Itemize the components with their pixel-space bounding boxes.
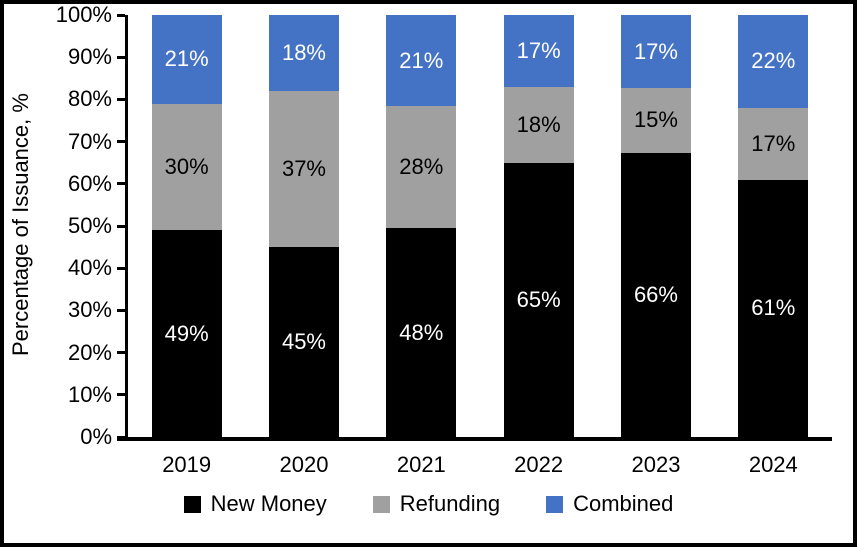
bar-segment-combined: 22% xyxy=(738,15,809,108)
y-tick-label: 100% xyxy=(55,2,112,27)
y-axis-tick-labels: 100% 90% 80% 70% 60% 50% 40% 30% 20% 10% 0% xyxy=(4,4,112,448)
legend-marker-icon xyxy=(183,495,201,513)
bar-segment-refunding: 28% xyxy=(386,106,457,229)
bar-segment-combined: 21% xyxy=(151,15,222,104)
x-tick-label-2022: 2022 xyxy=(514,452,564,477)
y-tick-mark xyxy=(117,435,125,439)
bar-segment-new-money: 65% xyxy=(503,162,574,437)
bar-column-2019: 21% 30% 49% xyxy=(128,15,245,437)
legend-item-combined: Combined xyxy=(546,491,673,517)
bar-segment-value-label: 17% xyxy=(633,38,678,64)
stacked-bar-2020: 18% 37% 45% xyxy=(268,15,339,437)
y-tick-label: 30% xyxy=(67,297,112,323)
stacked-bar-2021: 21% 28% 48% xyxy=(386,15,457,437)
bar-segment-new-money: 66% xyxy=(620,152,691,437)
bar-segment-refunding: 18% xyxy=(503,86,574,163)
bar-segment-new-money: 49% xyxy=(151,230,222,437)
bar-segment-refunding: 37% xyxy=(268,90,339,248)
y-tick-label: 80% xyxy=(67,86,112,112)
bar-segment-combined: 17% xyxy=(503,15,574,87)
y-tick-mark xyxy=(117,266,125,270)
legend: New Money Refunding Combined xyxy=(4,491,853,517)
x-tick-label-2019: 2019 xyxy=(162,452,212,477)
x-tick-label-2021: 2021 xyxy=(396,452,446,477)
legend-label: Combined xyxy=(573,491,674,516)
legend-label: New Money xyxy=(210,491,327,516)
bar-segment-refunding: 15% xyxy=(620,88,691,153)
legend-label: Refunding xyxy=(399,491,501,516)
bar-segment-new-money: 48% xyxy=(386,228,457,437)
y-tick-mark xyxy=(117,393,125,397)
bar-segment-value-label: 21% xyxy=(399,47,444,73)
bar-segment-combined: 21% xyxy=(386,15,457,107)
bar-segment-value-label: 49% xyxy=(164,320,209,346)
bar-segment-value-label: 61% xyxy=(751,295,796,321)
bar-segment-value-label: 48% xyxy=(399,319,444,345)
bar-segment-value-label: 28% xyxy=(399,154,444,180)
bar-segment-value-label: 17% xyxy=(751,130,796,156)
bar-segment-new-money: 45% xyxy=(268,247,339,437)
bar-segment-value-label: 21% xyxy=(164,46,209,72)
y-tick-label: 20% xyxy=(67,339,112,365)
x-tick-label-2020: 2020 xyxy=(279,452,329,477)
bar-column-2024: 22% 17% 61% xyxy=(715,15,832,437)
bar-segment-refunding: 30% xyxy=(151,103,222,231)
y-tick-mark xyxy=(117,224,125,228)
legend-marker-icon xyxy=(372,495,390,513)
bar-segment-value-label: 37% xyxy=(281,156,326,182)
bar-segment-combined: 17% xyxy=(620,15,691,89)
legend-item-refunding: Refunding xyxy=(372,491,501,517)
bar-segment-value-label: 45% xyxy=(281,329,326,355)
bar-segment-value-label: 18% xyxy=(281,39,326,65)
stacked-bar-2024: 22% 17% 61% xyxy=(738,15,809,437)
y-tick-label: 70% xyxy=(67,128,112,154)
bar-segment-value-label: 22% xyxy=(751,48,796,74)
legend-marker-icon xyxy=(546,495,564,513)
bar-segment-new-money: 61% xyxy=(738,179,809,437)
y-tick-label: 90% xyxy=(67,44,112,70)
bar-segment-value-label: 30% xyxy=(164,153,209,179)
y-tick-mark xyxy=(117,182,125,186)
stacked-bar-2023: 17% 15% 66% xyxy=(620,15,691,437)
bar-segment-value-label: 17% xyxy=(516,37,561,63)
y-tick-mark xyxy=(117,13,125,17)
bar-segment-value-label: 66% xyxy=(633,281,678,307)
plot-area: 21% 30% 49% 18% 37% 45% 21% 28% 48% 17% 18% 65% 17% 1… xyxy=(117,13,832,441)
stacked-bar-2019: 21% 30% 49% xyxy=(151,15,222,437)
bar-segment-value-label: 65% xyxy=(516,286,561,312)
stacked-bar-2022: 17% 18% 65% xyxy=(503,15,574,437)
bars-container: 21% 30% 49% 18% 37% 45% 21% 28% 48% 17% 18% 65% 17% 1… xyxy=(128,15,832,437)
bar-segment-value-label: 18% xyxy=(516,111,561,137)
bar-segment-value-label: 15% xyxy=(633,107,678,133)
legend-item-new-money: New Money xyxy=(183,491,327,517)
bar-column-2020: 18% 37% 45% xyxy=(245,15,362,437)
y-tick-mark xyxy=(117,97,125,101)
y-tick-mark xyxy=(117,55,125,59)
x-axis-category-labels: 2019 2020 2021 2022 2023 2024 xyxy=(128,452,832,478)
bar-column-2021: 21% 28% 48% xyxy=(363,15,480,437)
y-tick-mark xyxy=(117,308,125,312)
y-tick-label: 40% xyxy=(67,255,112,281)
y-tick-label: 10% xyxy=(67,381,112,407)
y-tick-label: 50% xyxy=(67,213,112,238)
y-tick-label: 60% xyxy=(67,170,112,196)
bar-segment-combined: 18% xyxy=(268,15,339,91)
x-tick-label-2023: 2023 xyxy=(631,452,681,477)
bar-column-2023: 17% 15% 66% xyxy=(597,15,714,437)
x-tick-label-2024: 2024 xyxy=(748,452,798,477)
y-tick-mark xyxy=(117,140,125,144)
bar-segment-refunding: 17% xyxy=(738,107,809,180)
y-tick-label: 0% xyxy=(80,424,112,449)
y-tick-mark xyxy=(117,351,125,355)
y-axis-line xyxy=(125,15,128,441)
bar-column-2022: 17% 18% 65% xyxy=(480,15,597,437)
x-axis-line xyxy=(117,437,832,441)
